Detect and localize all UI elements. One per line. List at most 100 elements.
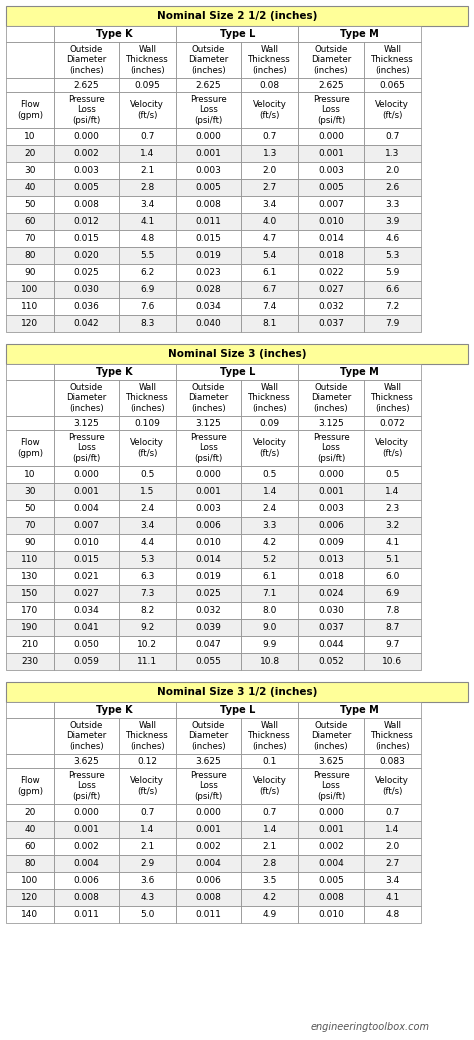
Text: 0.002: 0.002 [73, 842, 99, 851]
Bar [299, 804, 364, 821]
Bar [364, 838, 421, 855]
Text: 1.4: 1.4 [263, 825, 277, 834]
Bar [299, 380, 364, 416]
Text: Outside
Diameter
(inches): Outside Diameter (inches) [311, 383, 351, 413]
Text: 5.9: 5.9 [385, 268, 400, 277]
Text: Wall
Thickness
(inches): Wall Thickness (inches) [371, 721, 414, 751]
Bar [54, 196, 118, 213]
Text: 2.6: 2.6 [385, 183, 400, 192]
Text: 0.027: 0.027 [73, 589, 99, 598]
Bar [299, 42, 364, 78]
Bar [118, 568, 176, 584]
Text: Pressure
Loss
(psi/ft): Pressure Loss (psi/ft) [313, 433, 349, 463]
Text: 0.001: 0.001 [318, 487, 344, 496]
Text: 1.4: 1.4 [385, 487, 400, 496]
Bar [118, 281, 176, 298]
Text: 0.004: 0.004 [318, 859, 344, 868]
Text: 2.7: 2.7 [385, 859, 400, 868]
Bar [299, 78, 364, 92]
Bar [54, 889, 118, 906]
Text: 0.7: 0.7 [263, 808, 277, 817]
Text: 4.9: 4.9 [263, 910, 277, 919]
Text: 1.5: 1.5 [140, 487, 155, 496]
Text: 1.4: 1.4 [140, 149, 155, 158]
Bar [299, 619, 364, 636]
Text: Velocity
(ft/s): Velocity (ft/s) [375, 776, 409, 796]
Text: Type M: Type M [340, 29, 379, 38]
Text: Flow
(gpm): Flow (gpm) [17, 438, 43, 458]
Text: 0.004: 0.004 [73, 859, 99, 868]
Bar [54, 26, 176, 42]
Bar [118, 196, 176, 213]
Text: Wall
Thickness
(inches): Wall Thickness (inches) [248, 383, 291, 413]
Bar [176, 380, 241, 416]
Text: 60: 60 [24, 842, 36, 851]
Bar [364, 230, 421, 246]
Bar [364, 246, 421, 264]
Bar [54, 380, 118, 416]
Text: 110: 110 [21, 555, 38, 564]
Text: 170: 170 [21, 606, 38, 615]
Text: 8.2: 8.2 [140, 606, 155, 615]
Text: 40: 40 [24, 825, 36, 834]
Bar [364, 430, 421, 466]
Bar [6, 906, 54, 924]
Bar [6, 179, 54, 196]
Text: 80: 80 [24, 251, 36, 260]
Bar [299, 754, 364, 768]
Text: 0.083: 0.083 [379, 756, 405, 765]
Text: 2.4: 2.4 [140, 504, 155, 513]
Bar [364, 551, 421, 568]
Bar [176, 128, 241, 145]
Bar [176, 584, 241, 602]
Text: 5.4: 5.4 [263, 251, 277, 260]
Text: 11.1: 11.1 [137, 657, 157, 666]
Text: 3.4: 3.4 [263, 200, 277, 209]
Bar [299, 179, 364, 196]
Text: 0.001: 0.001 [196, 487, 221, 496]
Bar [299, 821, 364, 838]
Bar [241, 42, 299, 78]
Bar [118, 145, 176, 162]
Text: 4.1: 4.1 [385, 538, 400, 547]
Bar [364, 380, 421, 416]
Bar [364, 754, 421, 768]
Text: 5.5: 5.5 [140, 251, 155, 260]
Bar [6, 889, 54, 906]
Bar [54, 42, 118, 78]
Text: Type K: Type K [97, 29, 133, 38]
Text: 4.2: 4.2 [263, 538, 277, 547]
Bar [54, 718, 118, 754]
Text: 0.011: 0.011 [73, 910, 99, 919]
Bar [241, 855, 299, 872]
Bar [118, 889, 176, 906]
Text: 2.9: 2.9 [140, 859, 155, 868]
Bar [6, 517, 54, 534]
Bar [299, 500, 364, 517]
Bar [364, 804, 421, 821]
Bar [6, 584, 54, 602]
Text: 10.2: 10.2 [137, 640, 157, 649]
Text: Type L: Type L [219, 367, 255, 376]
Text: 0.003: 0.003 [196, 504, 221, 513]
Text: 140: 140 [21, 910, 38, 919]
Bar [54, 653, 118, 670]
Text: Pressure
Loss
(psi/ft): Pressure Loss (psi/ft) [68, 95, 105, 125]
Bar [54, 568, 118, 584]
Text: 0.020: 0.020 [73, 251, 99, 260]
Bar [118, 179, 176, 196]
Bar [176, 619, 241, 636]
Text: Type K: Type K [97, 705, 133, 716]
Text: 0.7: 0.7 [140, 132, 155, 141]
Bar [118, 855, 176, 872]
Bar [364, 179, 421, 196]
Text: 0.008: 0.008 [318, 893, 344, 902]
Text: Pressure
Loss
(psi/ft): Pressure Loss (psi/ft) [313, 771, 349, 801]
Bar [6, 466, 54, 483]
Bar [241, 568, 299, 584]
Text: Velocity
(ft/s): Velocity (ft/s) [253, 438, 287, 458]
Bar [6, 344, 468, 364]
Bar [241, 416, 299, 430]
Bar [241, 754, 299, 768]
Text: 0.005: 0.005 [73, 183, 99, 192]
